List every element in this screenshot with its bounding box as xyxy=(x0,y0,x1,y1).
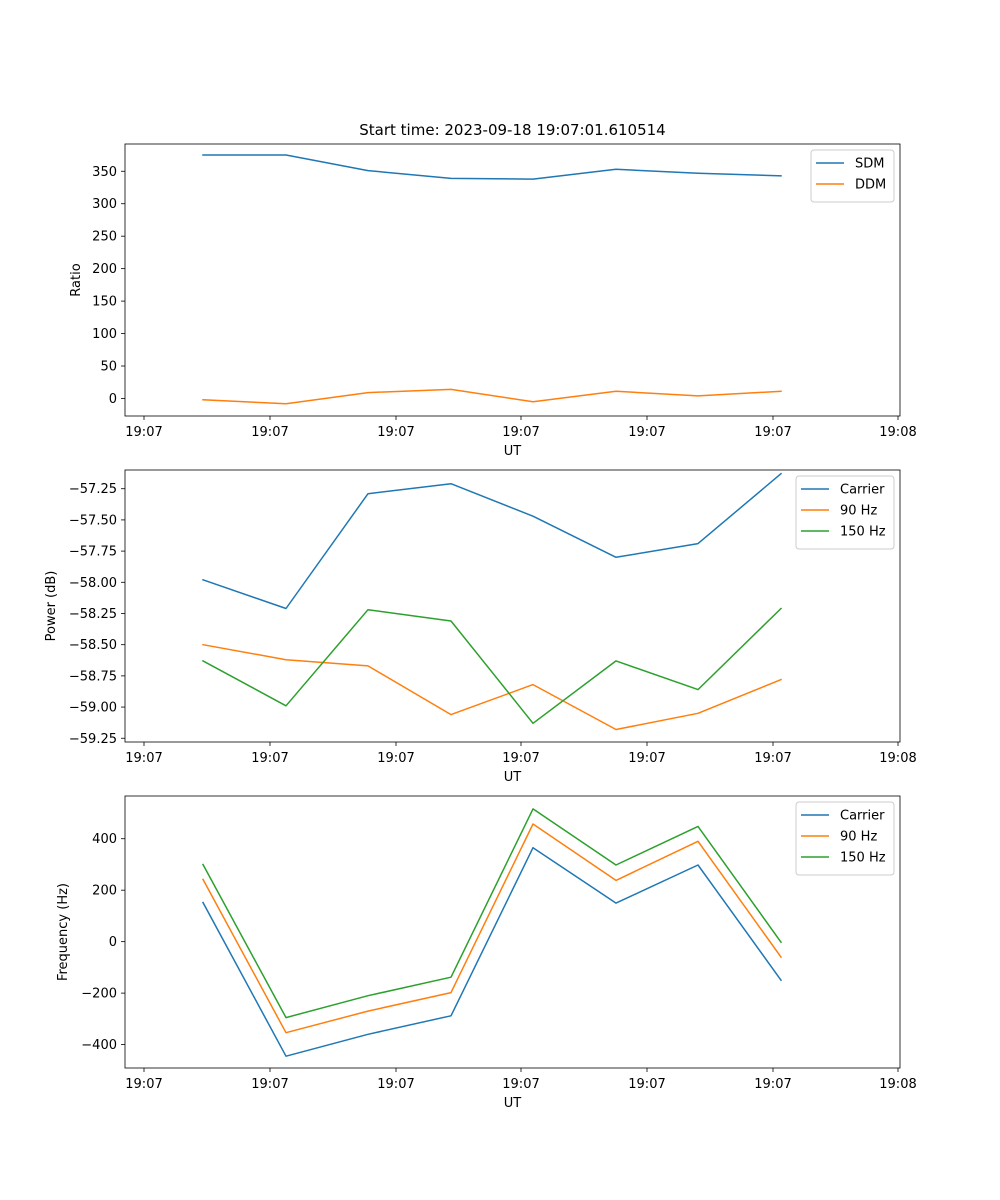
y-tick-label: −57.75 xyxy=(69,545,117,560)
x-tick-label: 19:08 xyxy=(879,1077,916,1092)
legend-label: 150 Hz xyxy=(840,851,886,866)
x-tick-label: 19:07 xyxy=(125,425,162,440)
series-line-sdm xyxy=(202,154,782,180)
y-tick-label: −58.75 xyxy=(69,669,117,684)
series-line-90-hz xyxy=(202,643,782,731)
x-tick-label: 19:07 xyxy=(628,1077,665,1092)
legend-label: 90 Hz xyxy=(840,504,877,519)
x-tick-label: 19:07 xyxy=(502,751,539,766)
x-tick-label: 19:07 xyxy=(754,425,791,440)
x-tick-label: 19:07 xyxy=(377,751,414,766)
series-group xyxy=(201,808,783,1057)
axes-frame xyxy=(124,795,901,1069)
x-axis-label: UT xyxy=(504,1096,522,1111)
y-tick-label: 0 xyxy=(109,935,117,950)
x-tick-label: 19:07 xyxy=(628,425,665,440)
y-tick-label: 150 xyxy=(92,295,117,310)
y-axis-label: Frequency (Hz) xyxy=(56,883,71,981)
x-tick-label: 19:07 xyxy=(377,1077,414,1092)
x-axis-label: UT xyxy=(504,444,522,459)
chart-title: Start time: 2023-09-18 19:07:01.610514 xyxy=(359,121,665,139)
y-tick-label: −59.00 xyxy=(69,701,117,716)
series-line-carrier xyxy=(201,846,783,1057)
y-tick-label: −58.25 xyxy=(69,607,117,622)
x-tick-label: 19:07 xyxy=(251,425,288,440)
y-tick-label: −57.25 xyxy=(69,482,117,497)
y-tick-label: −200 xyxy=(81,987,117,1002)
subplot-2: 19:07 19:07 19:07 19:07 19:07 19:07 19:08 UT −57… xyxy=(44,469,917,785)
series-line-150-hz xyxy=(201,607,783,725)
x-tick-label: 19:07 xyxy=(502,425,539,440)
x-tick-label: 19:07 xyxy=(125,751,162,766)
y-tick-label: 400 xyxy=(92,832,117,847)
legend: SDM DDM xyxy=(810,149,895,203)
x-axis-label: UT xyxy=(504,770,522,785)
x-tick-label: 19:07 xyxy=(377,425,414,440)
y-axis-label: Ratio xyxy=(69,263,84,296)
series-line-carrier xyxy=(202,472,783,610)
x-tick-label: 19:07 xyxy=(502,1077,539,1092)
subplot-3: 19:07 19:07 19:07 19:07 19:07 19:07 19:08 UT −40… xyxy=(56,795,917,1111)
y-tick-label: 200 xyxy=(92,262,117,277)
series-line-90-hz xyxy=(201,823,783,1034)
y-tick-label: −59.25 xyxy=(69,732,117,747)
x-tick-label: 19:07 xyxy=(125,1077,162,1092)
y-tick-label: 0 xyxy=(109,392,117,407)
x-tick-label: 19:07 xyxy=(754,751,791,766)
legend-label: 90 Hz xyxy=(840,830,877,845)
legend-label: Carrier xyxy=(840,483,885,498)
y-tick-label: 300 xyxy=(92,197,117,212)
legend: Carrier 90 Hz 150 Hz xyxy=(795,801,895,876)
y-tick-label: 100 xyxy=(92,327,117,342)
x-tick-label: 19:08 xyxy=(879,751,916,766)
y-tick-label: 50 xyxy=(100,360,117,375)
series-line-150-hz xyxy=(201,808,783,1019)
x-tick-label: 19:07 xyxy=(251,1077,288,1092)
legend-label: Carrier xyxy=(840,809,885,824)
x-tick-label: 19:07 xyxy=(754,1077,791,1092)
y-tick-label: −57.50 xyxy=(69,513,117,528)
x-tick-label: 19:07 xyxy=(628,751,665,766)
x-tick-label: 19:08 xyxy=(879,425,916,440)
y-axis-label: Power (dB) xyxy=(44,571,59,642)
series-group xyxy=(201,472,783,731)
y-tick-label: −58.50 xyxy=(69,638,117,653)
y-tick-label: 350 xyxy=(92,165,117,180)
legend-label: SDM xyxy=(855,157,884,172)
legend-label: 150 Hz xyxy=(840,525,886,540)
y-tick-label: −400 xyxy=(81,1038,117,1053)
x-tick-label: 19:07 xyxy=(251,751,288,766)
series-line-ddm xyxy=(202,388,782,405)
legend: Carrier 90 Hz 150 Hz xyxy=(795,475,895,550)
y-tick-label: −58.00 xyxy=(69,576,117,591)
y-tick-label: 250 xyxy=(92,230,117,245)
series-group xyxy=(202,154,782,405)
subplot-1: Start time: 2023-09-18 19:07:01.610514 19… xyxy=(69,121,917,459)
axes-frame xyxy=(124,143,901,417)
legend-label: DDM xyxy=(855,178,886,193)
axes-frame xyxy=(124,469,901,743)
y-tick-label: 200 xyxy=(92,884,117,899)
